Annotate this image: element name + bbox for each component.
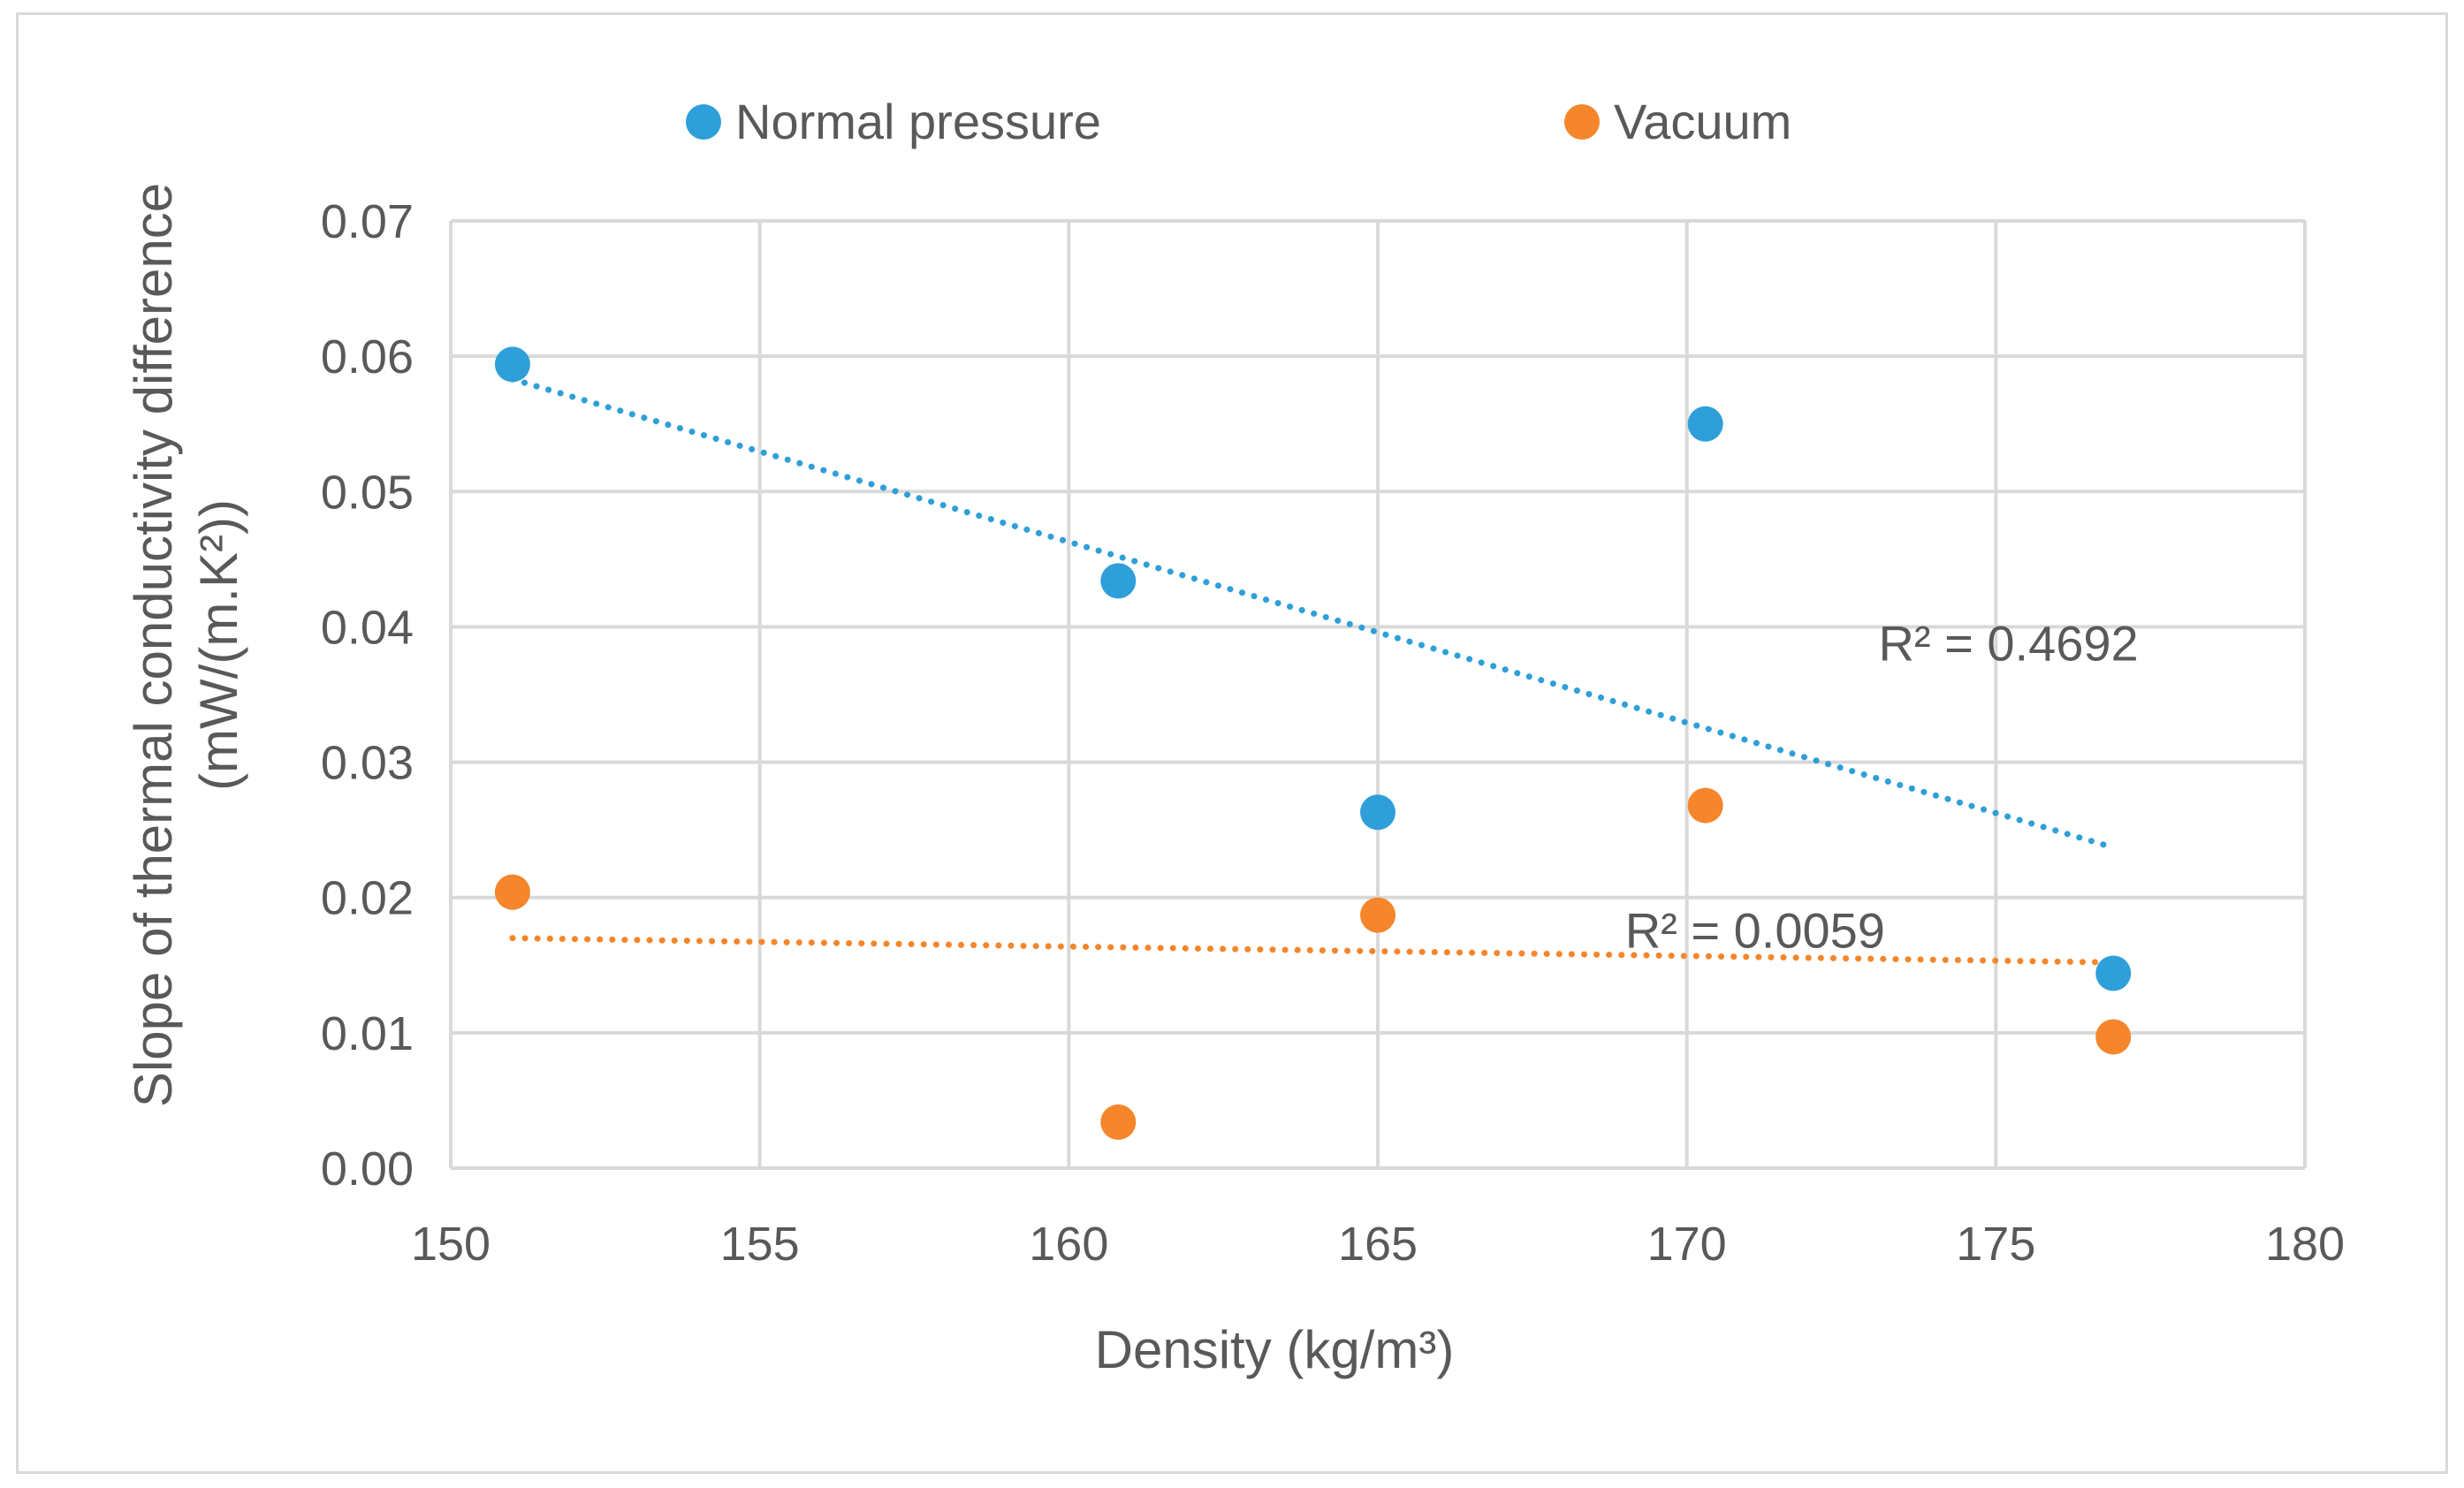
x-tick-label: 170 (1647, 1218, 1727, 1271)
y-tick-label: 0.05 (321, 466, 414, 519)
y-axis-ticks: 0.00 0.01 0.02 0.03 0.04 0.05 0.06 0.07 (321, 195, 414, 1196)
y-axis-title-line2: (mW/(m.K²)) (189, 499, 248, 791)
vacuum-trendline (509, 935, 2117, 966)
y-tick-label: 0.01 (321, 1007, 414, 1060)
normal-pressure-point (1100, 563, 1137, 599)
x-tick-label: 165 (1338, 1218, 1418, 1271)
normal-pressure-point (1360, 794, 1396, 831)
y-tick-label: 0.07 (321, 195, 414, 248)
legend-marker-normal-pressure (686, 104, 721, 140)
x-axis-ticks: 150 155 160 165 170 175 180 (411, 1218, 2345, 1271)
legend-marker-vacuum (1564, 104, 1600, 140)
vacuum-point (494, 874, 530, 910)
normal-pressure-r-squared-label: R² = 0.4692 (1878, 616, 2138, 672)
x-tick-label: 175 (1956, 1218, 2035, 1271)
vacuum-r-squared-label: R² = 0.0059 (1625, 902, 1885, 958)
y-tick-label: 0.02 (321, 872, 414, 925)
x-tick-label: 150 (411, 1218, 491, 1271)
legend: Normal pressure Vacuum (686, 94, 1791, 149)
x-axis-title: Density (kg/m³) (1095, 1320, 1455, 1379)
y-tick-label: 0.04 (321, 601, 414, 654)
vacuum-point (1100, 1104, 1137, 1140)
legend-label-normal-pressure: Normal pressure (735, 94, 1101, 149)
x-tick-label: 160 (1029, 1218, 1108, 1271)
normal-pressure-point (494, 346, 530, 383)
trendlines (509, 376, 2117, 966)
data-points (494, 346, 2132, 1140)
normal-pressure-point (2095, 955, 2132, 991)
vacuum-point (1687, 787, 1723, 824)
gridlines (449, 219, 2307, 1170)
normal-pressure-trendline (509, 376, 2117, 851)
x-tick-label: 155 (720, 1218, 800, 1271)
y-axis-title-line1: Slope of thermal conductivity difference (124, 183, 183, 1107)
trendline-annotations: R² = 0.4692 R² = 0.0059 (1625, 616, 2139, 959)
normal-pressure-point (1687, 406, 1723, 442)
vacuum-point (2095, 1019, 2132, 1055)
y-tick-label: 0.06 (321, 330, 414, 383)
chart-frame (16, 12, 2448, 1474)
x-tick-label: 180 (2265, 1218, 2345, 1271)
y-tick-label: 0.03 (321, 737, 414, 790)
legend-label-vacuum: Vacuum (1614, 94, 1791, 149)
vacuum-point (1360, 897, 1396, 933)
y-tick-label: 0.00 (321, 1143, 414, 1196)
